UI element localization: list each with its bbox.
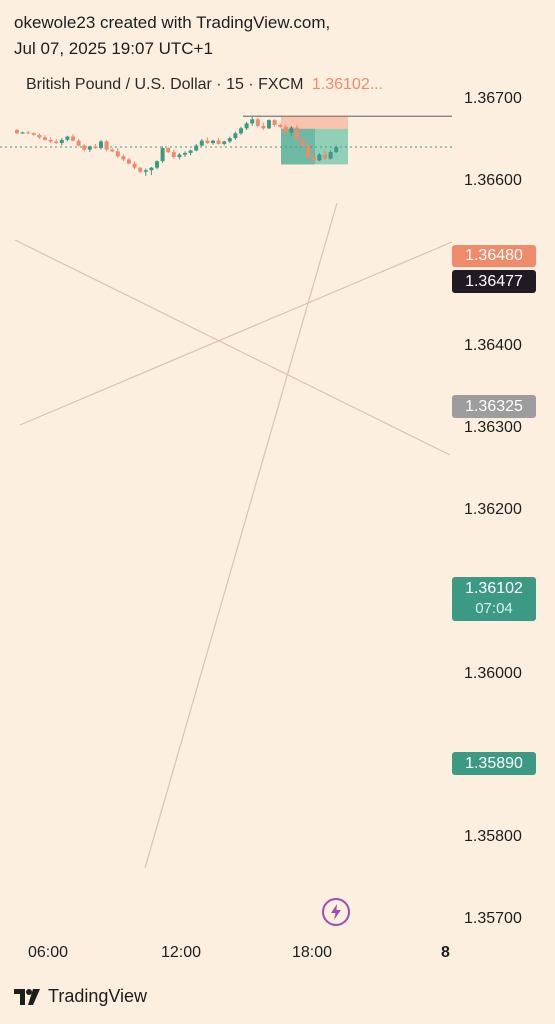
lightning-icon[interactable] [322, 898, 350, 926]
candle-body [143, 170, 148, 172]
candle-body [31, 133, 36, 135]
candle-body [194, 145, 199, 151]
take-profit-label: 1.35890 [452, 752, 536, 775]
candle-body [166, 148, 171, 153]
candle-body [54, 141, 59, 144]
candle-body [328, 152, 333, 159]
candle-body [43, 137, 47, 140]
current-price-value: 1.36102 [465, 580, 523, 597]
candle-body [183, 152, 187, 155]
candle-body [149, 167, 154, 171]
trend-line [19, 241, 453, 426]
symbol-legend: British Pound / U.S. Dollar · 15 · FXCM … [26, 76, 383, 94]
y-tick-label: 1.35700 [464, 910, 522, 927]
candle-countdown: 07:04 [475, 600, 513, 617]
candle-body [65, 136, 70, 140]
candle-body [300, 139, 305, 146]
candle-body [205, 140, 210, 144]
candle-body [244, 123, 249, 129]
candle-body [233, 133, 238, 139]
candle-body [48, 139, 53, 142]
candle-body [37, 134, 42, 138]
candle-body [99, 141, 103, 149]
candle-body [199, 140, 204, 146]
candle-body [104, 141, 109, 150]
candle-body [334, 147, 339, 153]
y-tick-label: 1.36400 [464, 337, 522, 354]
candle-body [306, 145, 311, 158]
candle-body [272, 120, 277, 126]
entry-price-label: 1.36325 [452, 395, 536, 418]
candle-body [93, 146, 98, 149]
x-tick-label: 12:00 [161, 944, 202, 961]
trend-line [144, 202, 338, 869]
candle-body [127, 159, 131, 164]
candle-body [267, 120, 271, 129]
candle-body [20, 132, 25, 134]
candle-body [227, 138, 232, 142]
candle-body [216, 140, 221, 144]
candle-body [188, 150, 193, 153]
candle-body [160, 148, 165, 162]
current-price-label: 1.36102 07:04 [452, 577, 536, 621]
candle-body [121, 156, 126, 160]
candle-body [87, 146, 92, 150]
watermark-header: okewole23 created with TradingView.com, … [14, 10, 330, 62]
candle-body [255, 119, 260, 126]
candle-body [155, 161, 159, 168]
candle-body [26, 132, 31, 134]
candle-body [289, 127, 294, 133]
candle-body [171, 152, 176, 158]
y-tick-label: 1.36300 [464, 419, 522, 436]
candle-body [239, 128, 243, 134]
candle-body [82, 145, 87, 150]
marker-price-label: 1.36477 [452, 270, 536, 293]
tradingview-logo-icon [14, 988, 40, 1005]
x-tick-label: 8 [441, 944, 450, 961]
stop-loss-label: 1.36480 [452, 245, 536, 267]
candle-body [261, 125, 266, 129]
candle-body [138, 167, 143, 172]
tradingview-brand-text: TradingView [48, 986, 148, 1006]
candle-body [110, 149, 115, 152]
y-tick-label: 1.35800 [464, 828, 522, 845]
candle-body [59, 139, 64, 144]
candle-body [76, 140, 81, 146]
candle-body [295, 127, 299, 140]
legend-price: 1.36102... [311, 76, 384, 93]
candle-body [222, 141, 227, 144]
y-tick-label: 1.36000 [464, 665, 522, 682]
x-tick-label: 06:00 [28, 944, 69, 961]
x-tick-label: 18:00 [292, 944, 333, 961]
candle-body [15, 129, 19, 134]
date-line: Jul 07, 2025 19:07 UTC+1 [14, 39, 213, 58]
stop-loss-zone [281, 116, 348, 129]
candle-body [283, 126, 288, 133]
y-tick-label: 1.36700 [464, 90, 522, 107]
author-line: okewole23 created with TradingView.com, [14, 13, 331, 32]
candle-body [132, 163, 137, 168]
y-tick-label: 1.36200 [464, 501, 522, 518]
candle-body [278, 125, 283, 127]
footer-brand: TradingView [14, 986, 147, 1007]
candle-body [323, 154, 327, 159]
y-tick-label: 1.36600 [464, 172, 522, 189]
candle-body [71, 136, 75, 141]
candle-body [115, 151, 120, 157]
candle-body [317, 154, 322, 161]
symbol-text: British Pound / U.S. Dollar · 15 · FXCM [26, 76, 304, 93]
trend-line [14, 239, 451, 456]
candle-body [177, 154, 182, 158]
candle-body [311, 157, 316, 161]
candle-body [250, 119, 255, 124]
candle-body [211, 140, 215, 144]
